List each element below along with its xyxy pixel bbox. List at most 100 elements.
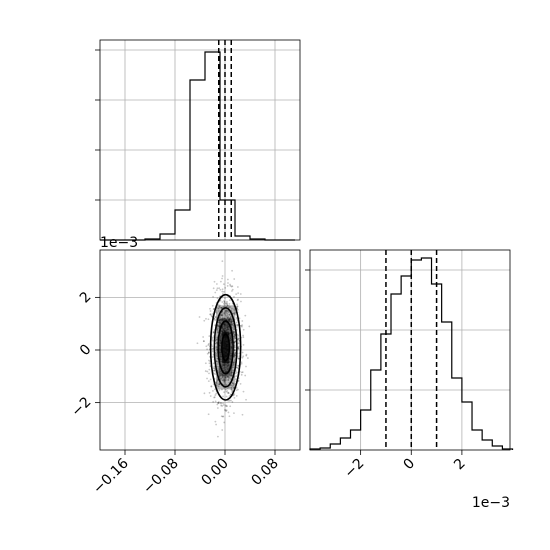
scatter-point: [226, 326, 229, 329]
scatter-point: [226, 405, 228, 407]
scatter-point: [225, 409, 228, 412]
scatter-point: [225, 371, 228, 374]
scatter-point: [207, 380, 210, 383]
scatter-point: [226, 328, 229, 331]
scatter-point: [228, 318, 231, 321]
scatter-point: [221, 260, 224, 263]
scatter-point: [216, 336, 219, 339]
scatter-point: [225, 310, 228, 313]
scatter-point: [219, 338, 222, 340]
scatter-point: [211, 339, 214, 342]
scatter-point: [224, 379, 227, 381]
scatter-point: [230, 354, 232, 357]
scatter-point: [224, 363, 227, 366]
scatter-point: [224, 364, 226, 367]
scatter-point: [242, 343, 245, 346]
scatter-point: [212, 308, 215, 311]
scatter-point: [216, 378, 219, 381]
scatter-point: [224, 371, 227, 374]
scatter-point: [211, 313, 214, 315]
scatter-point: [227, 368, 229, 371]
scatter-point: [221, 326, 223, 329]
scatter-point: [234, 354, 236, 356]
scatter-point: [230, 341, 233, 344]
scatter-point: [241, 324, 244, 327]
scatter-point: [225, 302, 228, 305]
x-tick-label: 0: [400, 456, 418, 474]
scatter-point: [222, 402, 224, 405]
scatter-point: [234, 311, 237, 314]
scatter-point: [218, 344, 221, 347]
scatter-point: [220, 314, 223, 317]
scatter-point: [221, 313, 224, 316]
scatter-point: [220, 314, 223, 316]
scatter-point: [224, 381, 226, 384]
scatter-point: [202, 336, 205, 338]
scatter-point: [219, 374, 222, 377]
scatter-point: [233, 309, 236, 312]
scatter-point: [217, 321, 220, 324]
scatter-point: [216, 357, 219, 360]
scatter-point: [222, 373, 224, 376]
scatter-point: [218, 383, 220, 386]
scatter-point: [220, 333, 223, 335]
scatter-point: [229, 332, 232, 335]
scatter-point: [229, 335, 232, 337]
scatter-point: [221, 327, 224, 329]
scatter-point: [221, 374, 224, 376]
scatter-point: [215, 382, 218, 384]
scatter-point: [223, 367, 225, 369]
scatter-point: [218, 383, 221, 386]
x-tick-label: 2: [451, 456, 469, 474]
x-tick-label: 0.08: [248, 456, 281, 489]
scatter-point: [242, 334, 245, 337]
scatter-point: [216, 325, 219, 328]
scatter-point: [225, 324, 228, 327]
scatter-point: [212, 362, 215, 365]
scatter-point: [218, 371, 220, 374]
scatter-point: [223, 329, 226, 332]
scatter-point: [226, 323, 229, 326]
scatter-point: [220, 318, 223, 321]
scatter-point: [231, 323, 234, 325]
scatter-point: [216, 328, 219, 331]
scatter-point: [236, 305, 239, 308]
scatter-point: [225, 330, 228, 332]
scatter-point: [220, 402, 222, 405]
scatter-point: [207, 351, 210, 354]
scatter-point: [229, 355, 232, 358]
scatter-point: [221, 363, 224, 366]
scatter-point: [231, 320, 234, 323]
scatter-point: [215, 283, 218, 285]
scatter-point: [230, 388, 233, 391]
scatter-point: [233, 360, 235, 362]
scatter-point: [218, 368, 221, 371]
scatter-point: [228, 313, 231, 316]
scatter-point: [221, 415, 224, 418]
scatter-point: [237, 298, 239, 301]
scatter-point: [223, 317, 226, 320]
scatter-point: [226, 364, 229, 367]
scatter-point: [223, 381, 225, 383]
scatter-point: [234, 349, 236, 352]
scatter-point: [225, 379, 228, 381]
scatter-point: [234, 372, 237, 375]
scatter-point: [230, 346, 233, 349]
scatter-point: [223, 312, 226, 315]
scatter-point: [227, 328, 230, 331]
scatter-point: [227, 325, 230, 328]
scatter-point: [198, 316, 201, 318]
scatter-point: [224, 323, 227, 326]
scatter-point: [231, 401, 234, 403]
scatter-point: [226, 323, 229, 326]
scatter-point: [227, 282, 229, 284]
scatter-point: [219, 318, 222, 321]
scatter-point: [211, 345, 214, 348]
scatter-point: [222, 317, 225, 320]
scatter-point: [214, 373, 217, 375]
scatter-point: [203, 392, 206, 395]
scatter-point: [227, 365, 229, 368]
scatter-point: [228, 399, 231, 402]
scatter-point: [216, 363, 219, 365]
